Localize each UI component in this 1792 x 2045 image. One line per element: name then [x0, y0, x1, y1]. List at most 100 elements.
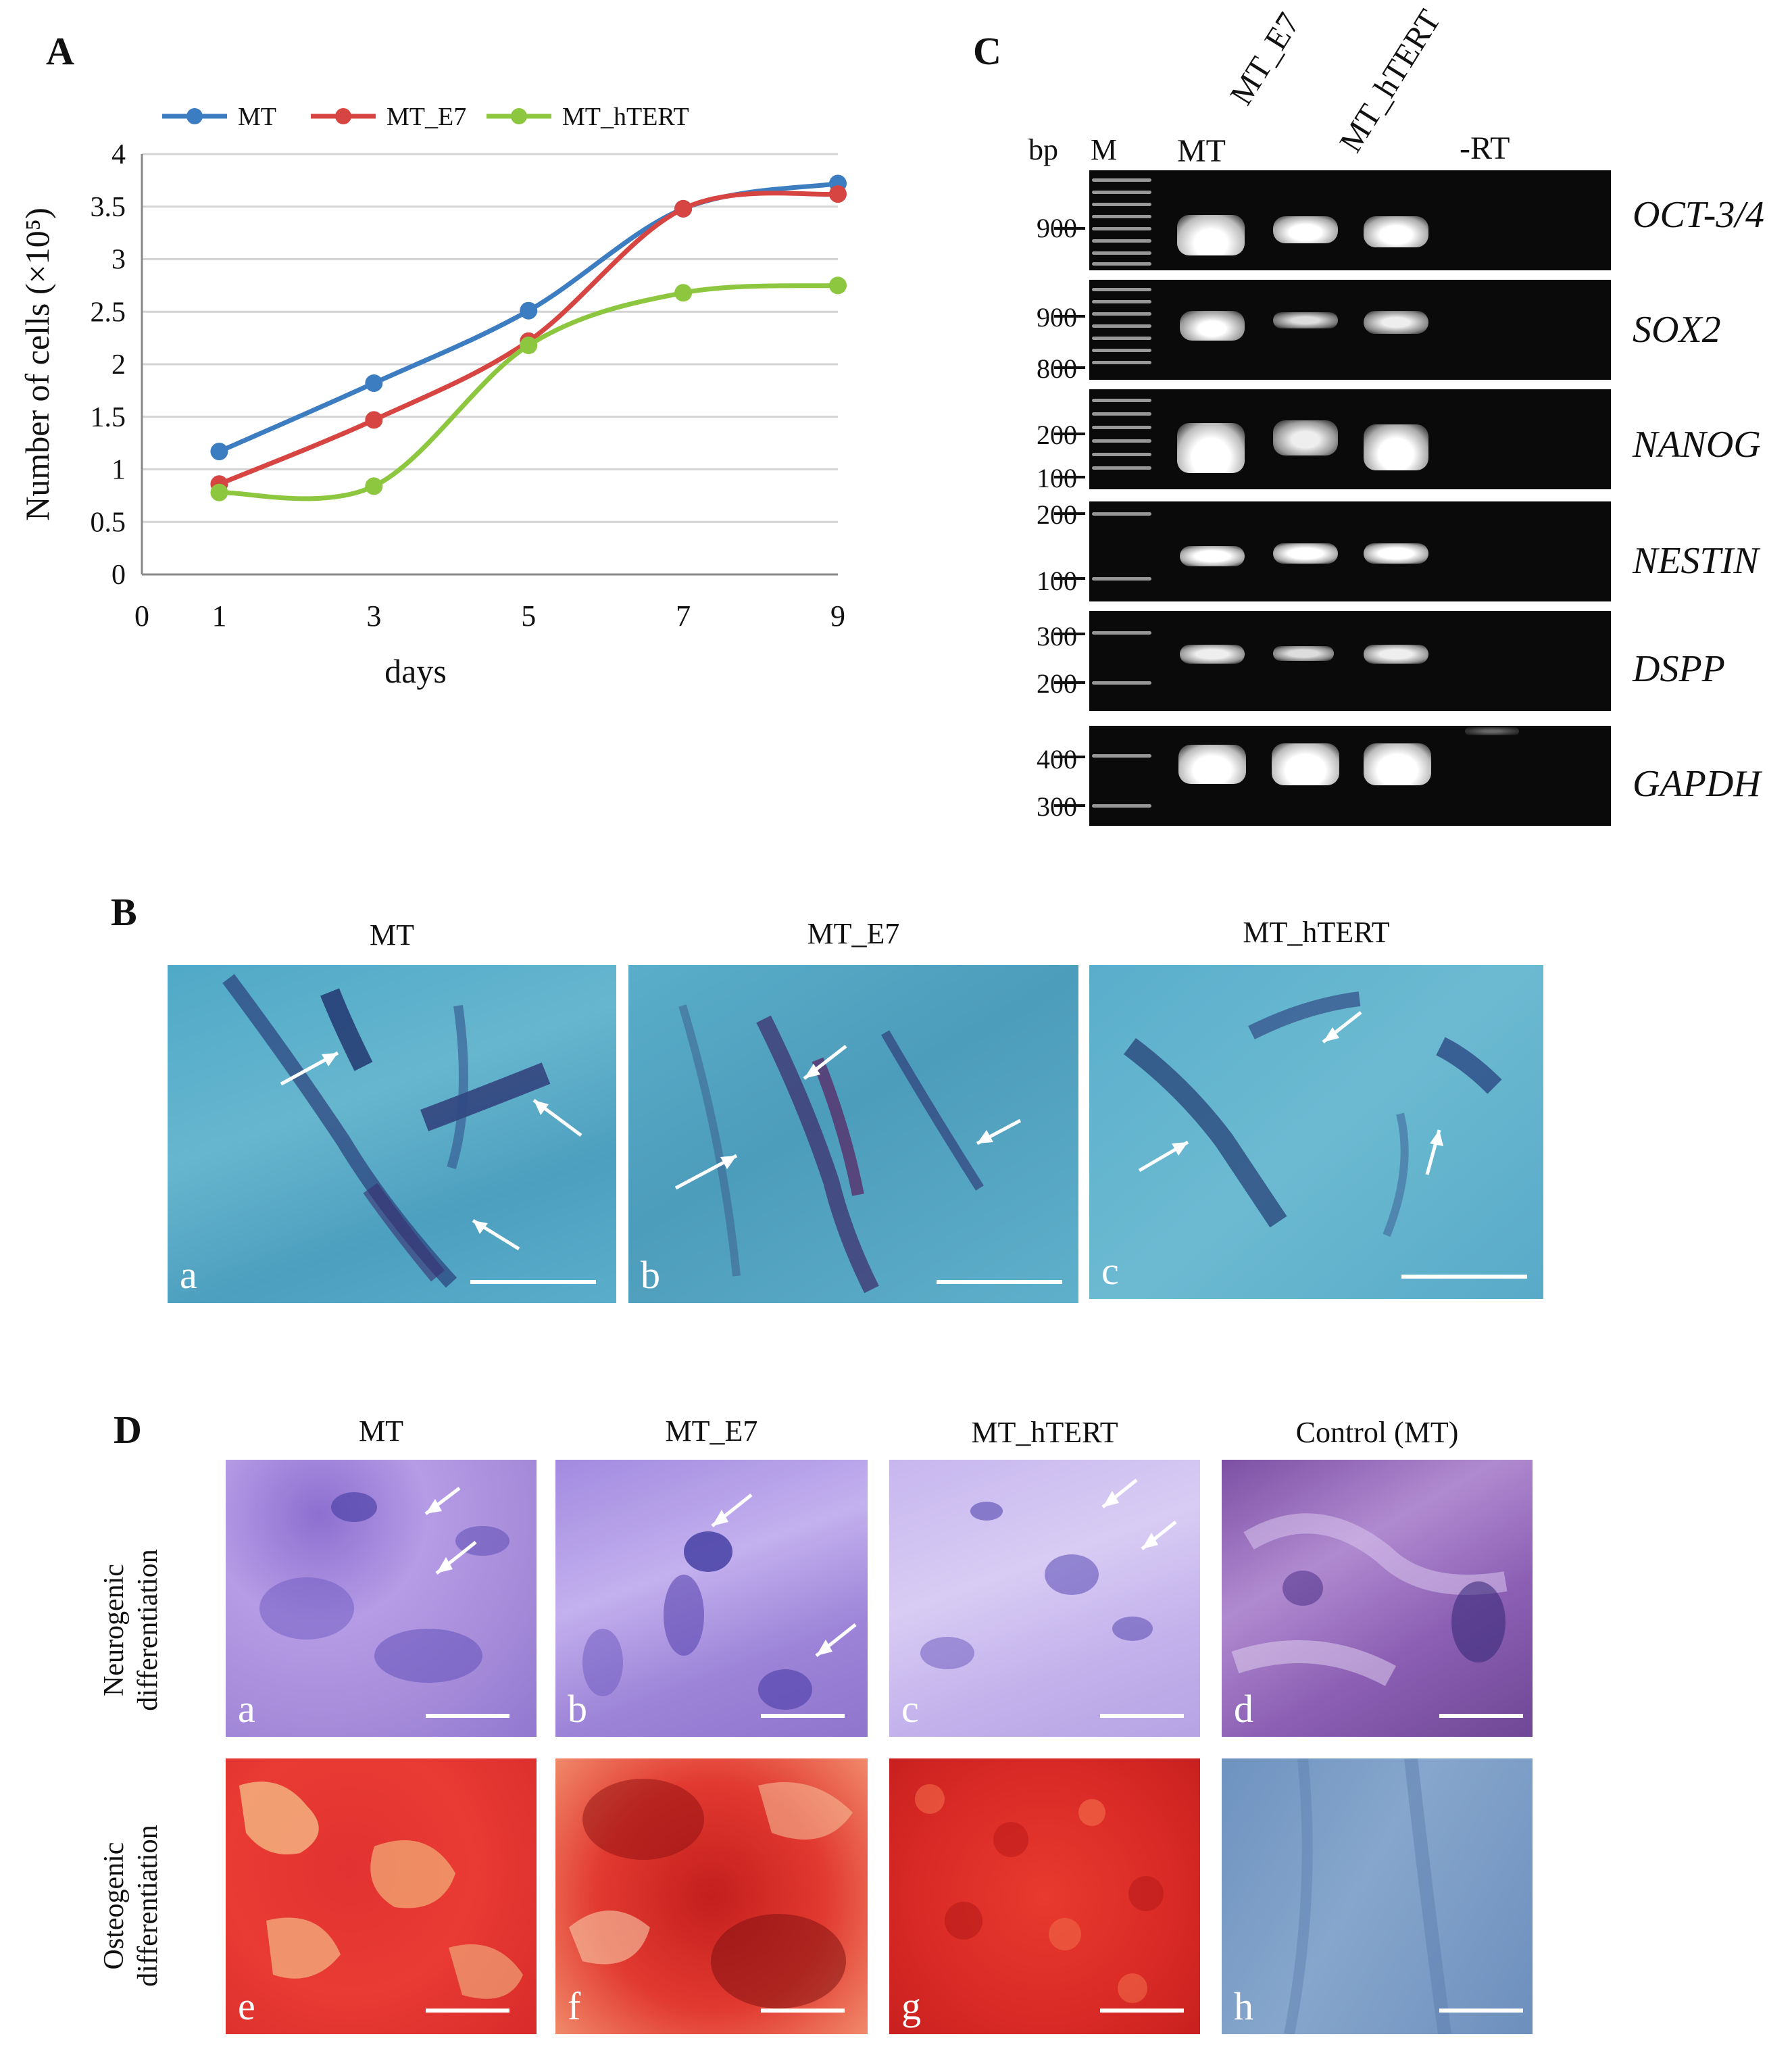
stained-cells	[582, 1494, 857, 1710]
stained-cells	[674, 1004, 1022, 1293]
micrograph-letter: g	[901, 1984, 921, 2028]
band	[1178, 745, 1246, 784]
scale-bar	[470, 1280, 596, 1284]
scale-bar	[426, 1714, 509, 1718]
marker-tick	[1054, 681, 1085, 684]
x-tick-label: 9	[830, 599, 845, 633]
lane-label-mt: MT	[1177, 133, 1226, 169]
stained-cells	[259, 1487, 509, 1683]
micrograph-letter: b	[641, 1253, 660, 1297]
mineral-deposits	[239, 1781, 523, 1999]
micrograph-letter: d	[1234, 1687, 1253, 1731]
data-point	[829, 185, 847, 203]
marker-tick	[1054, 315, 1085, 318]
panel-b-title-mt-e7: MT_E7	[807, 917, 900, 950]
gel-row-dspp	[1089, 611, 1611, 711]
row-label-line: Neurogenic	[99, 1564, 130, 1696]
panel-letter-b: B	[111, 890, 137, 934]
mineral-deposits	[569, 1779, 853, 2009]
stained-cells	[1231, 1513, 1508, 1686]
band	[1180, 311, 1245, 341]
band	[1364, 424, 1428, 470]
stained-cells	[1123, 991, 1502, 1237]
marker-tick	[1054, 227, 1085, 230]
y-tick-label: 0.5	[91, 507, 126, 538]
panel-d-title-control: Control (MT)	[1295, 1416, 1459, 1449]
data-point	[210, 443, 228, 461]
x-tick-label: 5	[521, 599, 536, 633]
y-axis-label: Number of cells (×10⁵)	[18, 207, 56, 521]
dna-ladder	[1092, 726, 1151, 826]
marker-tick	[1054, 633, 1085, 635]
micrograph-d-e: e	[226, 1758, 537, 2034]
mineral-deposits	[915, 1784, 1164, 2003]
scale-bar	[761, 1714, 845, 1718]
micrograph-letter: b	[568, 1687, 587, 1731]
micrograph-d-a: a	[226, 1460, 537, 1737]
micrograph-d-d: d	[1222, 1460, 1533, 1737]
y-tick-label: 1	[111, 455, 126, 486]
stained-cells	[222, 974, 582, 1288]
micrograph-letter: a	[180, 1253, 197, 1297]
row-label-line: differentiation	[132, 1549, 164, 1711]
marker-tick	[1054, 756, 1085, 758]
micrograph-letter: h	[1234, 1984, 1253, 2028]
scale-bar	[426, 2009, 509, 2013]
marker-label: 400	[1037, 744, 1077, 774]
panel-letter-d: D	[114, 1408, 142, 1452]
band	[1180, 645, 1245, 664]
data-point	[520, 337, 538, 355]
scale-bar	[1100, 2009, 1184, 2013]
micrograph-d-g: g	[889, 1758, 1200, 2034]
gene-label-dspp: DSPP	[1633, 648, 1725, 690]
band	[1364, 645, 1428, 664]
dna-ladder	[1092, 611, 1151, 711]
x-tick-label: 7	[676, 599, 691, 633]
dna-ladder	[1092, 280, 1151, 380]
scale-bar	[1100, 1714, 1184, 1718]
data-point	[365, 374, 383, 392]
band	[1364, 216, 1428, 247]
y-tick-label: 3	[111, 245, 126, 276]
band	[1177, 215, 1245, 255]
marker-tick	[1054, 804, 1085, 807]
legend-label: MT	[238, 103, 276, 131]
micrograph-letter: e	[238, 1984, 255, 2028]
gel-row-sox2	[1089, 280, 1611, 380]
y-tick-label: 0	[111, 560, 126, 591]
legend-marker	[335, 108, 351, 124]
dna-ladder	[1092, 170, 1151, 270]
panel-d-title-mt-htert: MT_hTERT	[971, 1416, 1118, 1449]
bp-label: bp	[1028, 133, 1058, 166]
band	[1364, 743, 1431, 785]
gel-row-nanog	[1089, 389, 1611, 489]
legend-label: MT_E7	[387, 103, 466, 131]
micrograph-letter: a	[238, 1687, 255, 1731]
panel-d-title-mt: MT	[359, 1414, 403, 1448]
band	[1465, 727, 1519, 735]
marker-tick	[1054, 577, 1085, 580]
stained-cells	[920, 1479, 1177, 1669]
dna-ladder	[1092, 389, 1151, 489]
data-point	[674, 199, 693, 218]
micrograph-d-f: f	[555, 1758, 868, 2034]
row-label-line: Osteogenic	[99, 1842, 130, 1970]
marker-tick	[1054, 476, 1085, 478]
gel-row-gapdh	[1089, 726, 1611, 826]
micrograph-b-c: c	[1089, 965, 1543, 1299]
gel-row-oct34	[1089, 170, 1611, 270]
legend-marker	[511, 108, 527, 124]
growth-curve-chart: 0 0.5 1 1.5 2 2.5 3 3.5 4 0 1 3 5 7 9 days Number of cel…	[18, 103, 847, 690]
micrograph-d-b: b	[555, 1460, 868, 1737]
lane-label-marker: M	[1091, 133, 1118, 166]
scale-bar	[1439, 2009, 1523, 2013]
band	[1364, 543, 1428, 564]
x-axis-label: days	[384, 652, 447, 690]
micrograph-d-h: h	[1222, 1758, 1533, 2034]
y-tick-label: 4	[111, 139, 126, 170]
cell-texture	[1284, 1758, 1451, 2034]
lane-label-mt-htert: MT_hTERT	[1333, 3, 1448, 159]
gene-label-oct34: OCT-3/4	[1633, 194, 1764, 236]
micrograph-b-b: b	[628, 965, 1078, 1303]
marker-label: 300	[1037, 621, 1077, 651]
